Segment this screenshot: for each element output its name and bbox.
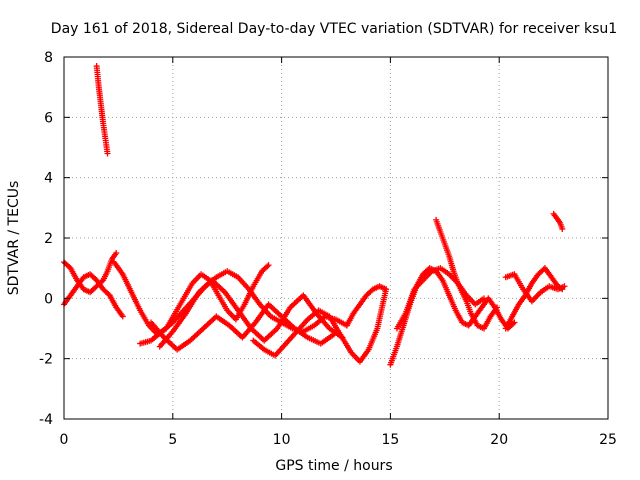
x-tick-label: 25 <box>599 432 617 448</box>
series-sat-h <box>250 286 390 365</box>
data-point <box>511 319 518 326</box>
data-point <box>264 263 271 270</box>
data-point <box>559 225 566 232</box>
data-point <box>494 304 501 311</box>
x-tick-labels: 0 5 10 15 20 25 <box>60 432 617 448</box>
y-tick-label: 8 <box>44 50 53 66</box>
series-sat-l <box>433 216 501 332</box>
y-tick-label: 4 <box>44 171 53 187</box>
data-point <box>383 286 390 293</box>
data-point <box>104 150 111 157</box>
y-tick-labels: -4 -2 0 2 4 6 8 <box>39 50 53 428</box>
x-tick-label: 15 <box>381 432 399 448</box>
y-tick-label: -2 <box>39 352 53 368</box>
x-axis-label: GPS time / hours <box>275 458 392 474</box>
data-point <box>113 250 120 257</box>
chart-title: Day 161 of 2018, Sidereal Day-to-day VTE… <box>51 21 617 37</box>
series-sat-a <box>61 250 120 296</box>
y-tick-label: 0 <box>44 291 53 307</box>
axis-ticks <box>63 56 609 420</box>
series-sat-o <box>550 210 566 232</box>
grid <box>64 57 608 419</box>
series-sat-i <box>343 283 390 329</box>
series-sat-g <box>156 277 346 350</box>
series-sat-e <box>137 268 350 347</box>
data-point <box>119 313 126 320</box>
data-point <box>265 262 272 269</box>
data-points <box>61 63 568 368</box>
data-point <box>480 295 487 302</box>
x-tick-label: 5 <box>168 432 177 448</box>
data-point <box>561 283 568 290</box>
series-sat-j <box>387 265 518 368</box>
series-sat-c <box>93 63 111 157</box>
series-sat-b <box>61 271 126 320</box>
series-sat-f <box>148 301 337 353</box>
series-sat-n <box>502 271 568 305</box>
x-tick-label: 10 <box>273 432 291 448</box>
y-tick-label: 6 <box>44 110 53 126</box>
x-tick-label: 0 <box>60 432 69 448</box>
y-tick-label: -4 <box>39 412 53 428</box>
y-tick-label: 2 <box>44 231 53 247</box>
y-axis-label: SDTVAR / TECUs <box>6 181 22 296</box>
x-tick-label: 20 <box>490 432 508 448</box>
